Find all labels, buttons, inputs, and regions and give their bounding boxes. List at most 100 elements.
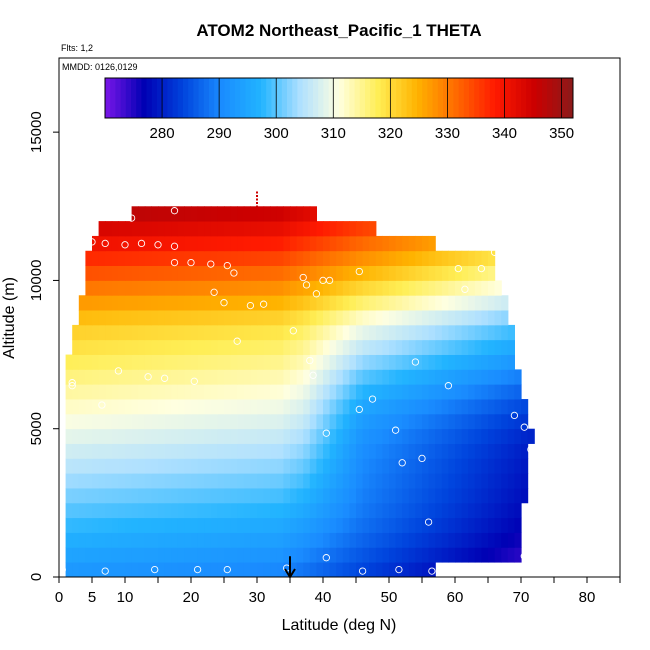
heatmap-cell [257, 547, 265, 563]
heatmap-cell [323, 324, 331, 341]
heatmap-cell [263, 265, 271, 281]
colorbar-segment [271, 78, 278, 118]
heatmap-cell [98, 458, 106, 474]
heatmap-cell [408, 310, 416, 326]
heatmap-cell [276, 488, 284, 504]
heatmap-cell [230, 369, 238, 385]
heatmap-cell [494, 295, 502, 311]
heatmap-cell [177, 532, 185, 548]
heatmap-cell [336, 413, 344, 430]
heatmap-cell [164, 488, 172, 504]
heatmap-cell [435, 265, 443, 281]
heatmap-cell [144, 206, 152, 222]
heatmap-cell [375, 310, 383, 326]
heatmap-cell [329, 443, 337, 459]
heatmap-cell [395, 532, 403, 548]
heatmap-cell [263, 399, 271, 415]
heatmap-cell [488, 547, 496, 563]
heatmap-cell [494, 354, 502, 370]
heatmap-cell [303, 324, 311, 341]
heatmap-cell [263, 428, 271, 444]
heatmap-cell [415, 488, 423, 504]
heatmap-cell [144, 354, 152, 370]
heatmap-cell [78, 339, 86, 355]
heatmap-cell [395, 547, 403, 563]
heatmap-cell [356, 250, 364, 266]
heatmap-cell [494, 532, 502, 548]
heatmap-cell [481, 532, 489, 548]
heatmap-cell [171, 295, 179, 311]
heatmap-cell [78, 517, 86, 533]
heatmap-cell [441, 354, 449, 370]
heatmap-cell [527, 428, 535, 444]
heatmap-cell [501, 369, 509, 385]
heatmap-cell [415, 235, 423, 252]
observation-point [418, 454, 426, 463]
heatmap-cell [296, 206, 304, 222]
heatmap-cell [316, 428, 324, 444]
heatmap-cell [263, 502, 271, 519]
heatmap-cell [92, 428, 100, 444]
heatmap-cell [441, 443, 449, 459]
heatmap-cell [138, 399, 146, 415]
heatmap-cell [395, 413, 403, 430]
heatmap-cell [455, 369, 463, 385]
heatmap-cell [375, 295, 383, 311]
heatmap-cell [276, 369, 284, 385]
heatmap-cell [395, 250, 403, 266]
heatmap-cell [118, 250, 126, 266]
heatmap-cell [316, 488, 324, 504]
heatmap-cell [342, 339, 350, 355]
heatmap-cell [507, 384, 515, 400]
heatmap-cell [349, 413, 357, 430]
colorbar-segment [437, 78, 444, 118]
colorbar-segment [157, 78, 163, 118]
heatmap-cell [296, 354, 304, 370]
heatmap-cell [144, 547, 152, 563]
heatmap-cell [224, 354, 232, 370]
heatmap-cell [237, 458, 245, 474]
heatmap-cell [138, 532, 146, 548]
heatmap-cell [164, 295, 172, 311]
heatmap-cell [309, 369, 317, 385]
heatmap-cell [85, 473, 93, 489]
heatmap-cell [329, 354, 337, 370]
colorbar-segment [562, 78, 569, 118]
heatmap-cell [263, 206, 271, 222]
heatmap-cell [362, 428, 370, 444]
heatmap-cell [184, 295, 192, 311]
heatmap-cell [389, 428, 397, 444]
heatmap-cell [191, 354, 199, 370]
heatmap-cell [481, 310, 489, 326]
heatmap-cell [415, 339, 423, 355]
heatmap-cell [395, 502, 403, 519]
heatmap-cell [270, 250, 278, 266]
heatmap-cell [230, 295, 238, 311]
heatmap-cell [514, 369, 522, 385]
heatmap-cell [210, 221, 218, 237]
heatmap-cell [237, 324, 245, 341]
heatmap-cell [309, 206, 317, 222]
heatmap-cell [184, 443, 192, 459]
heatmap-cell [408, 250, 416, 266]
heatmap-cell [217, 413, 225, 430]
heatmap-cell [303, 443, 311, 459]
observation-point [151, 565, 159, 574]
heatmap-cell [243, 532, 251, 548]
observation-point [510, 411, 519, 420]
observation-point [368, 395, 377, 403]
heatmap-cell [461, 354, 469, 370]
heatmap-cell [448, 443, 456, 459]
heatmap-cell [290, 502, 298, 519]
heatmap-cell [230, 399, 238, 415]
heatmap-cell [329, 473, 337, 489]
heatmap-cell [270, 310, 278, 326]
heatmap-cell [309, 502, 317, 519]
heatmap-cell [230, 206, 238, 222]
heatmap-cell [243, 280, 251, 296]
heatmap-cell [263, 310, 271, 326]
observation-point [170, 258, 179, 267]
heatmap-cell [118, 532, 126, 548]
heatmap-cell [389, 562, 397, 578]
heatmap-cell [415, 399, 423, 415]
